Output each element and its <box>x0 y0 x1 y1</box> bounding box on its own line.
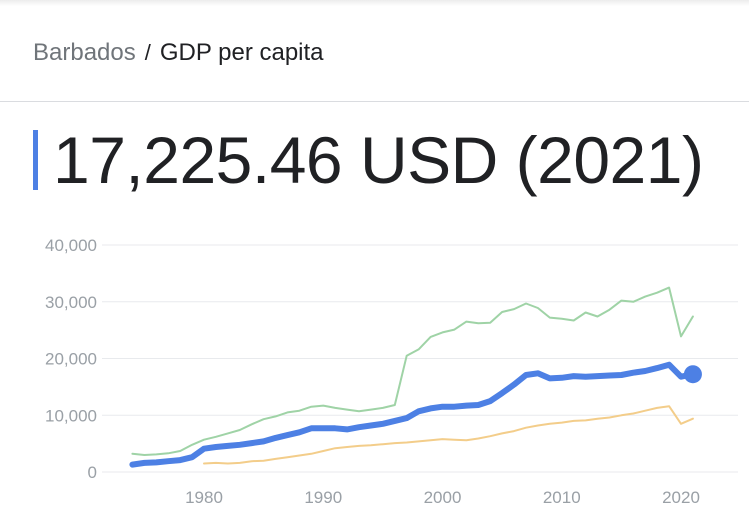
x-tick-label-3: 2010 <box>543 488 581 507</box>
highlight-point <box>683 365 702 384</box>
x-tick-label-4: 2020 <box>662 488 700 507</box>
x-tick-label-2: 2000 <box>424 488 462 507</box>
y-tick-label-1: 10,000 <box>45 406 97 425</box>
y-tick-label-2: 20,000 <box>45 350 97 369</box>
breadcrumb-separator: / <box>144 40 151 65</box>
series-line-primary <box>129 361 696 468</box>
series-line-lower <box>203 405 694 465</box>
gdp-line-chart[interactable]: 0 10,000 20,000 30,000 40,000 1980 1990 2000 201… <box>0 215 749 516</box>
y-tick-label-0: 0 <box>88 463 97 482</box>
breadcrumb-metric: GDP per capita <box>159 39 324 66</box>
x-tick-label-1: 1990 <box>304 488 342 507</box>
breadcrumb: Barbados / GDP per capita <box>33 38 324 68</box>
y-tick-label-3: 30,000 <box>45 293 97 312</box>
header-divider <box>0 101 749 102</box>
headline-value: 17,225.46 USD (2021) <box>53 123 704 197</box>
top-shadow <box>0 0 749 6</box>
chart-tick-labels: 0 10,000 20,000 30,000 40,000 1980 1990 2000 201… <box>45 236 700 507</box>
headline-accent-bar <box>33 130 38 190</box>
chart-grid <box>102 244 738 473</box>
chart-series <box>129 286 702 468</box>
series-line-upper <box>131 286 694 456</box>
x-tick-label-0: 1980 <box>185 488 223 507</box>
breadcrumb-country[interactable]: Barbados <box>33 39 136 66</box>
y-tick-label-4: 40,000 <box>45 236 97 255</box>
